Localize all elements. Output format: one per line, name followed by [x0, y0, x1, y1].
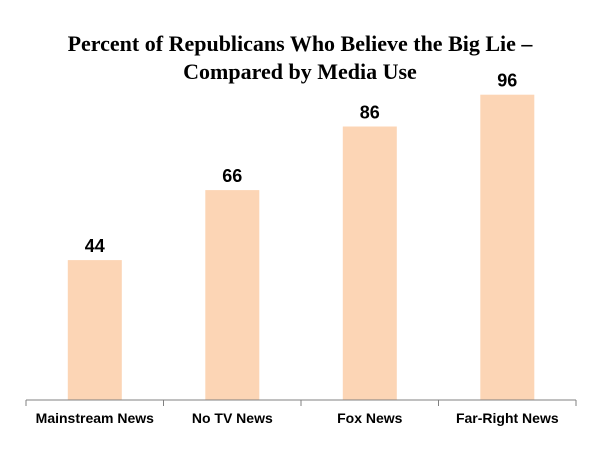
data-label-0: 44 — [85, 236, 105, 256]
data-label-2: 86 — [360, 103, 380, 123]
chart-title: Percent of Republicans Who Believe the B… — [0, 30, 600, 86]
category-label-3: Far-Right News — [456, 410, 559, 426]
category-label-0: Mainstream News — [36, 410, 154, 426]
bar-0 — [67, 260, 122, 400]
category-label-1: No TV News — [192, 410, 273, 426]
bar-group — [67, 94, 535, 400]
data-label-group: 44 66 86 96 — [85, 71, 518, 256]
category-label-2: Fox News — [337, 410, 403, 426]
bar-2 — [342, 126, 397, 400]
bar-1 — [205, 190, 260, 400]
chart-title-line-2: Compared by Media Use — [183, 59, 417, 84]
data-label-1: 66 — [222, 166, 242, 186]
x-axis — [25, 399, 577, 406]
data-label-3: 96 — [497, 71, 517, 91]
bar-3 — [480, 94, 535, 400]
category-label-group: Mainstream News No TV News Fox News Far-Rig… — [36, 410, 559, 426]
chart-title-line-1: Percent of Republicans Who Believe the B… — [67, 31, 533, 56]
